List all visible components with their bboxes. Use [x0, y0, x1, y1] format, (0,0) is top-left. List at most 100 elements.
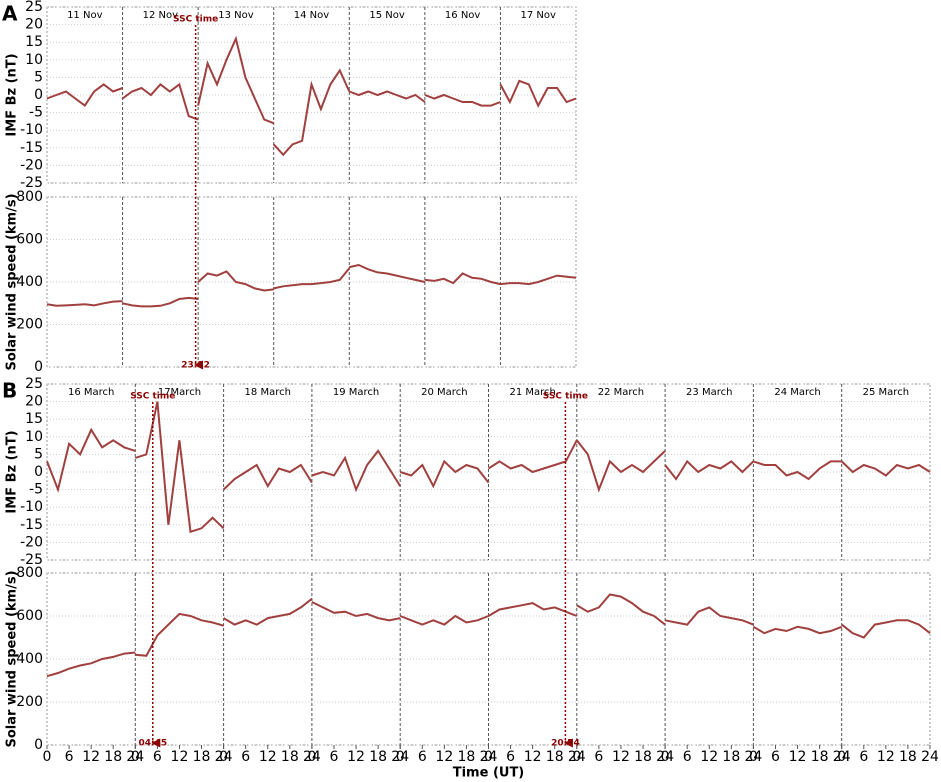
x-tick-label: 12 — [347, 749, 365, 765]
data-line — [349, 263, 426, 283]
data-line — [311, 449, 402, 493]
data-line — [499, 79, 577, 108]
x-tick-label: 0 — [661, 749, 670, 765]
data-line — [753, 460, 842, 481]
x-tick-label: 0 — [219, 749, 228, 765]
x-tick-label: 0 — [43, 749, 52, 765]
x-tick-label: 6 — [241, 749, 250, 765]
x-tick-label: 18 — [369, 749, 387, 765]
y-tick-label: -5 — [29, 105, 43, 121]
y-tick-label: 0 — [34, 737, 43, 753]
x-tick-label: 18 — [899, 749, 917, 765]
day-label: 23 March — [686, 387, 732, 398]
y-tick-label: -10 — [20, 499, 43, 515]
x-tick-label: 12 — [259, 749, 277, 765]
y-tick-label: -25 — [20, 175, 43, 191]
y-tick-label: 400 — [16, 274, 43, 290]
x-tick-label: 6 — [506, 749, 515, 765]
x-tick-label: 24 — [126, 749, 144, 765]
y-tick-label: 600 — [16, 232, 43, 248]
x-tick-label: 18 — [104, 749, 122, 765]
x-tick-label: 6 — [418, 749, 427, 765]
y-tick-label: 200 — [16, 317, 43, 333]
y-tick-label: -5 — [29, 482, 43, 498]
ssc-time: 04:45 — [138, 739, 167, 749]
y-axis-label: IMF Bz (nT) — [5, 53, 20, 136]
ssc-label: SSC time — [543, 392, 588, 402]
y-axis-label: Solar wind speed (km/s) — [5, 570, 20, 747]
x-tick-label: 18 — [193, 749, 211, 765]
y-tick-label: 5 — [34, 446, 43, 462]
x-tick-label: 18 — [634, 749, 652, 765]
ssc-label: SSC time — [173, 15, 218, 25]
x-axis-label: Time (UT) — [453, 766, 525, 781]
x-tick-label: 12 — [789, 749, 807, 765]
data-line — [46, 427, 136, 493]
y-tick-label: 20 — [25, 394, 43, 410]
x-tick-label: 24 — [744, 749, 762, 765]
y-tick-label: -20 — [20, 157, 43, 173]
data-line — [46, 83, 123, 108]
y-tick-label: 0 — [34, 464, 43, 480]
data-line — [424, 93, 501, 107]
panel-label: B — [2, 379, 17, 403]
x-tick-label: 18 — [546, 749, 564, 765]
y-tick-label: -20 — [20, 534, 43, 550]
x-tick-label: 24 — [391, 749, 409, 765]
day-label: 20 March — [421, 387, 467, 398]
data-line — [122, 296, 199, 308]
x-tick-label: 18 — [458, 749, 476, 765]
x-tick-label: 18 — [281, 749, 299, 765]
day-label: 11 Nov — [67, 10, 103, 21]
x-tick-label: 0 — [749, 749, 758, 765]
data-line — [135, 612, 224, 657]
y-tick-label: 25 — [25, 0, 43, 15]
x-tick-label: 24 — [656, 749, 674, 765]
data-line — [399, 459, 490, 489]
x-tick-label: 24 — [568, 749, 586, 765]
data-line — [841, 460, 931, 477]
day-label: 22 March — [598, 387, 644, 398]
data-line — [664, 459, 755, 481]
day-label: 25 March — [863, 387, 909, 398]
data-line — [399, 614, 489, 626]
panel-label: A — [2, 2, 18, 26]
x-tick-label: 6 — [859, 749, 868, 765]
y-tick-label: 600 — [16, 608, 43, 624]
x-tick-label: 24 — [215, 749, 233, 765]
x-tick-label: 6 — [594, 749, 603, 765]
x-tick-label: 6 — [771, 749, 780, 765]
day-label: 16 March — [68, 387, 114, 398]
x-tick-label: 12 — [524, 749, 542, 765]
data-line — [348, 90, 426, 103]
x-tick-label: 24 — [303, 749, 321, 765]
day-label: 16 Nov — [445, 10, 481, 21]
data-line — [487, 439, 578, 474]
y-tick-label: 15 — [25, 411, 43, 427]
y-axis-label: IMF Bz (nT) — [5, 430, 20, 513]
x-tick-label: 12 — [700, 749, 718, 765]
x-tick-label: 0 — [396, 749, 405, 765]
y-tick-label: 10 — [25, 429, 43, 445]
x-tick-label: 6 — [65, 749, 74, 765]
x-tick-label: 12 — [435, 749, 453, 765]
data-line — [122, 82, 199, 121]
data-line — [223, 598, 313, 626]
x-tick-label: 24 — [480, 749, 498, 765]
x-tick-label: 6 — [153, 749, 162, 765]
y-tick-label: 200 — [16, 694, 43, 710]
y-tick-label: 800 — [16, 189, 43, 205]
y-tick-label: 25 — [25, 376, 43, 392]
x-tick-label: 12 — [612, 749, 630, 765]
data-line — [272, 68, 351, 157]
x-tick-label: 6 — [683, 749, 692, 765]
day-label: 13 Nov — [218, 10, 254, 21]
x-tick-label: 0 — [484, 749, 493, 765]
x-tick-label: 12 — [82, 749, 100, 765]
x-tick-label: 24 — [921, 749, 939, 765]
day-label: 14 Nov — [294, 10, 330, 21]
day-label: 17 Nov — [521, 10, 557, 21]
data-line — [424, 272, 501, 286]
data-line — [273, 267, 351, 290]
